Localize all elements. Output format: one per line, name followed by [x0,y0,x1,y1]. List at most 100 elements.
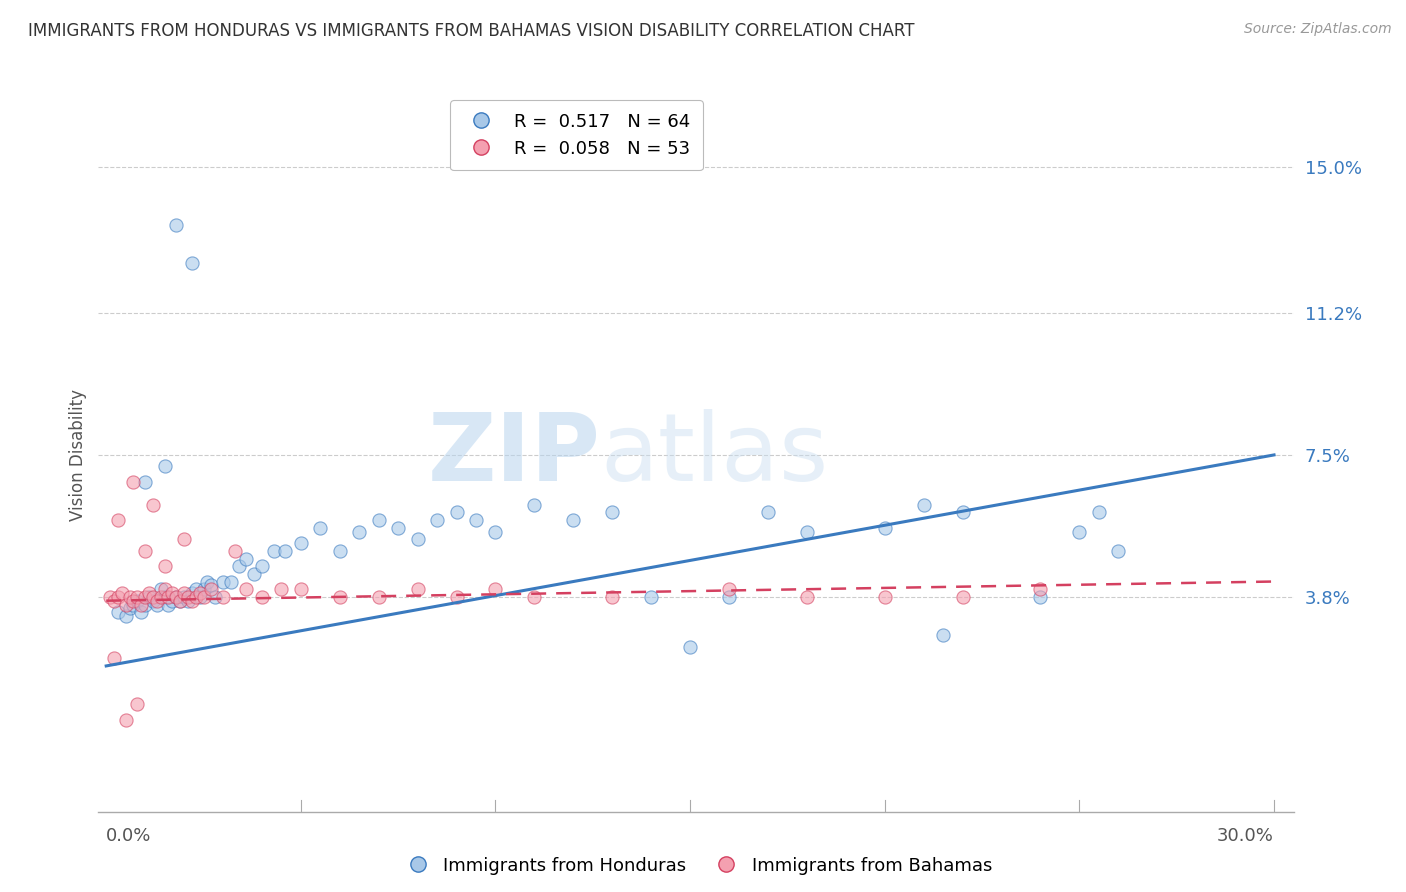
Point [640,590,662,604]
Point [134,598,156,612]
Point [146,598,169,612]
Point [387,521,409,535]
Point [212,590,235,604]
Point [114,713,136,727]
Point [107,590,129,604]
Point [367,590,389,604]
Point [329,544,352,558]
Point [219,574,242,589]
Point [290,582,312,597]
Point [1029,590,1052,604]
Point [243,566,266,581]
Point [224,544,246,558]
Text: ZIP: ZIP [427,409,600,501]
Point [250,590,273,604]
Point [756,506,779,520]
Point [718,582,741,597]
Point [169,593,191,607]
Point [873,590,896,604]
Point [912,498,935,512]
Point [111,586,134,600]
Point [127,590,149,604]
Point [134,544,156,558]
Point [169,593,191,607]
Point [188,590,211,604]
Point [679,640,702,654]
Point [184,582,207,597]
Point [349,524,371,539]
Point [193,590,215,604]
Point [173,533,195,547]
Point [103,593,125,607]
Point [523,498,546,512]
Point [1107,544,1129,558]
Point [1029,582,1052,597]
Text: atlas: atlas [600,409,828,501]
Point [146,593,169,607]
Point [173,590,195,604]
Point [263,544,285,558]
Point [562,513,585,527]
Point [162,586,184,600]
Point [153,590,176,604]
Point [193,582,215,597]
Point [114,609,136,624]
Point [153,459,176,474]
Point [184,590,207,604]
Point [250,559,273,574]
Point [129,605,152,619]
Point [446,590,468,604]
Point [165,218,187,232]
Point [309,521,332,535]
Point [329,590,352,604]
Point [446,506,468,520]
Point [932,628,955,642]
Point [134,590,156,604]
Legend: Immigrants from Honduras, Immigrants from Bahamas: Immigrants from Honduras, Immigrants fro… [392,849,1000,881]
Point [103,651,125,665]
Point [873,521,896,535]
Point [165,590,187,604]
Point [484,524,506,539]
Point [406,582,429,597]
Point [484,582,506,597]
Point [149,582,172,597]
Point [122,593,145,607]
Point [523,590,546,604]
Point [177,590,200,604]
Point [204,590,226,604]
Point [600,506,623,520]
Text: 0.0%: 0.0% [107,827,152,845]
Point [180,593,202,607]
Point [165,590,187,604]
Text: 30.0%: 30.0% [1218,827,1274,845]
Point [122,598,145,612]
Point [177,593,200,607]
Point [367,513,389,527]
Point [157,590,180,604]
Point [1088,506,1111,520]
Point [1069,524,1091,539]
Point [122,475,145,489]
Point [200,582,222,597]
Point [274,544,297,558]
Point [138,590,160,604]
Point [290,536,312,550]
Point [952,506,974,520]
Point [142,498,165,512]
Point [153,559,176,574]
Point [138,586,160,600]
Point [98,590,121,604]
Point [142,593,165,607]
Point [235,582,257,597]
Text: Source: ZipAtlas.com: Source: ZipAtlas.com [1244,22,1392,37]
Point [465,513,488,527]
Point [796,590,818,604]
Point [157,598,180,612]
Point [600,590,623,604]
Point [270,582,292,597]
Point [952,590,974,604]
Point [718,590,741,604]
Point [107,605,129,619]
Point [212,574,235,589]
